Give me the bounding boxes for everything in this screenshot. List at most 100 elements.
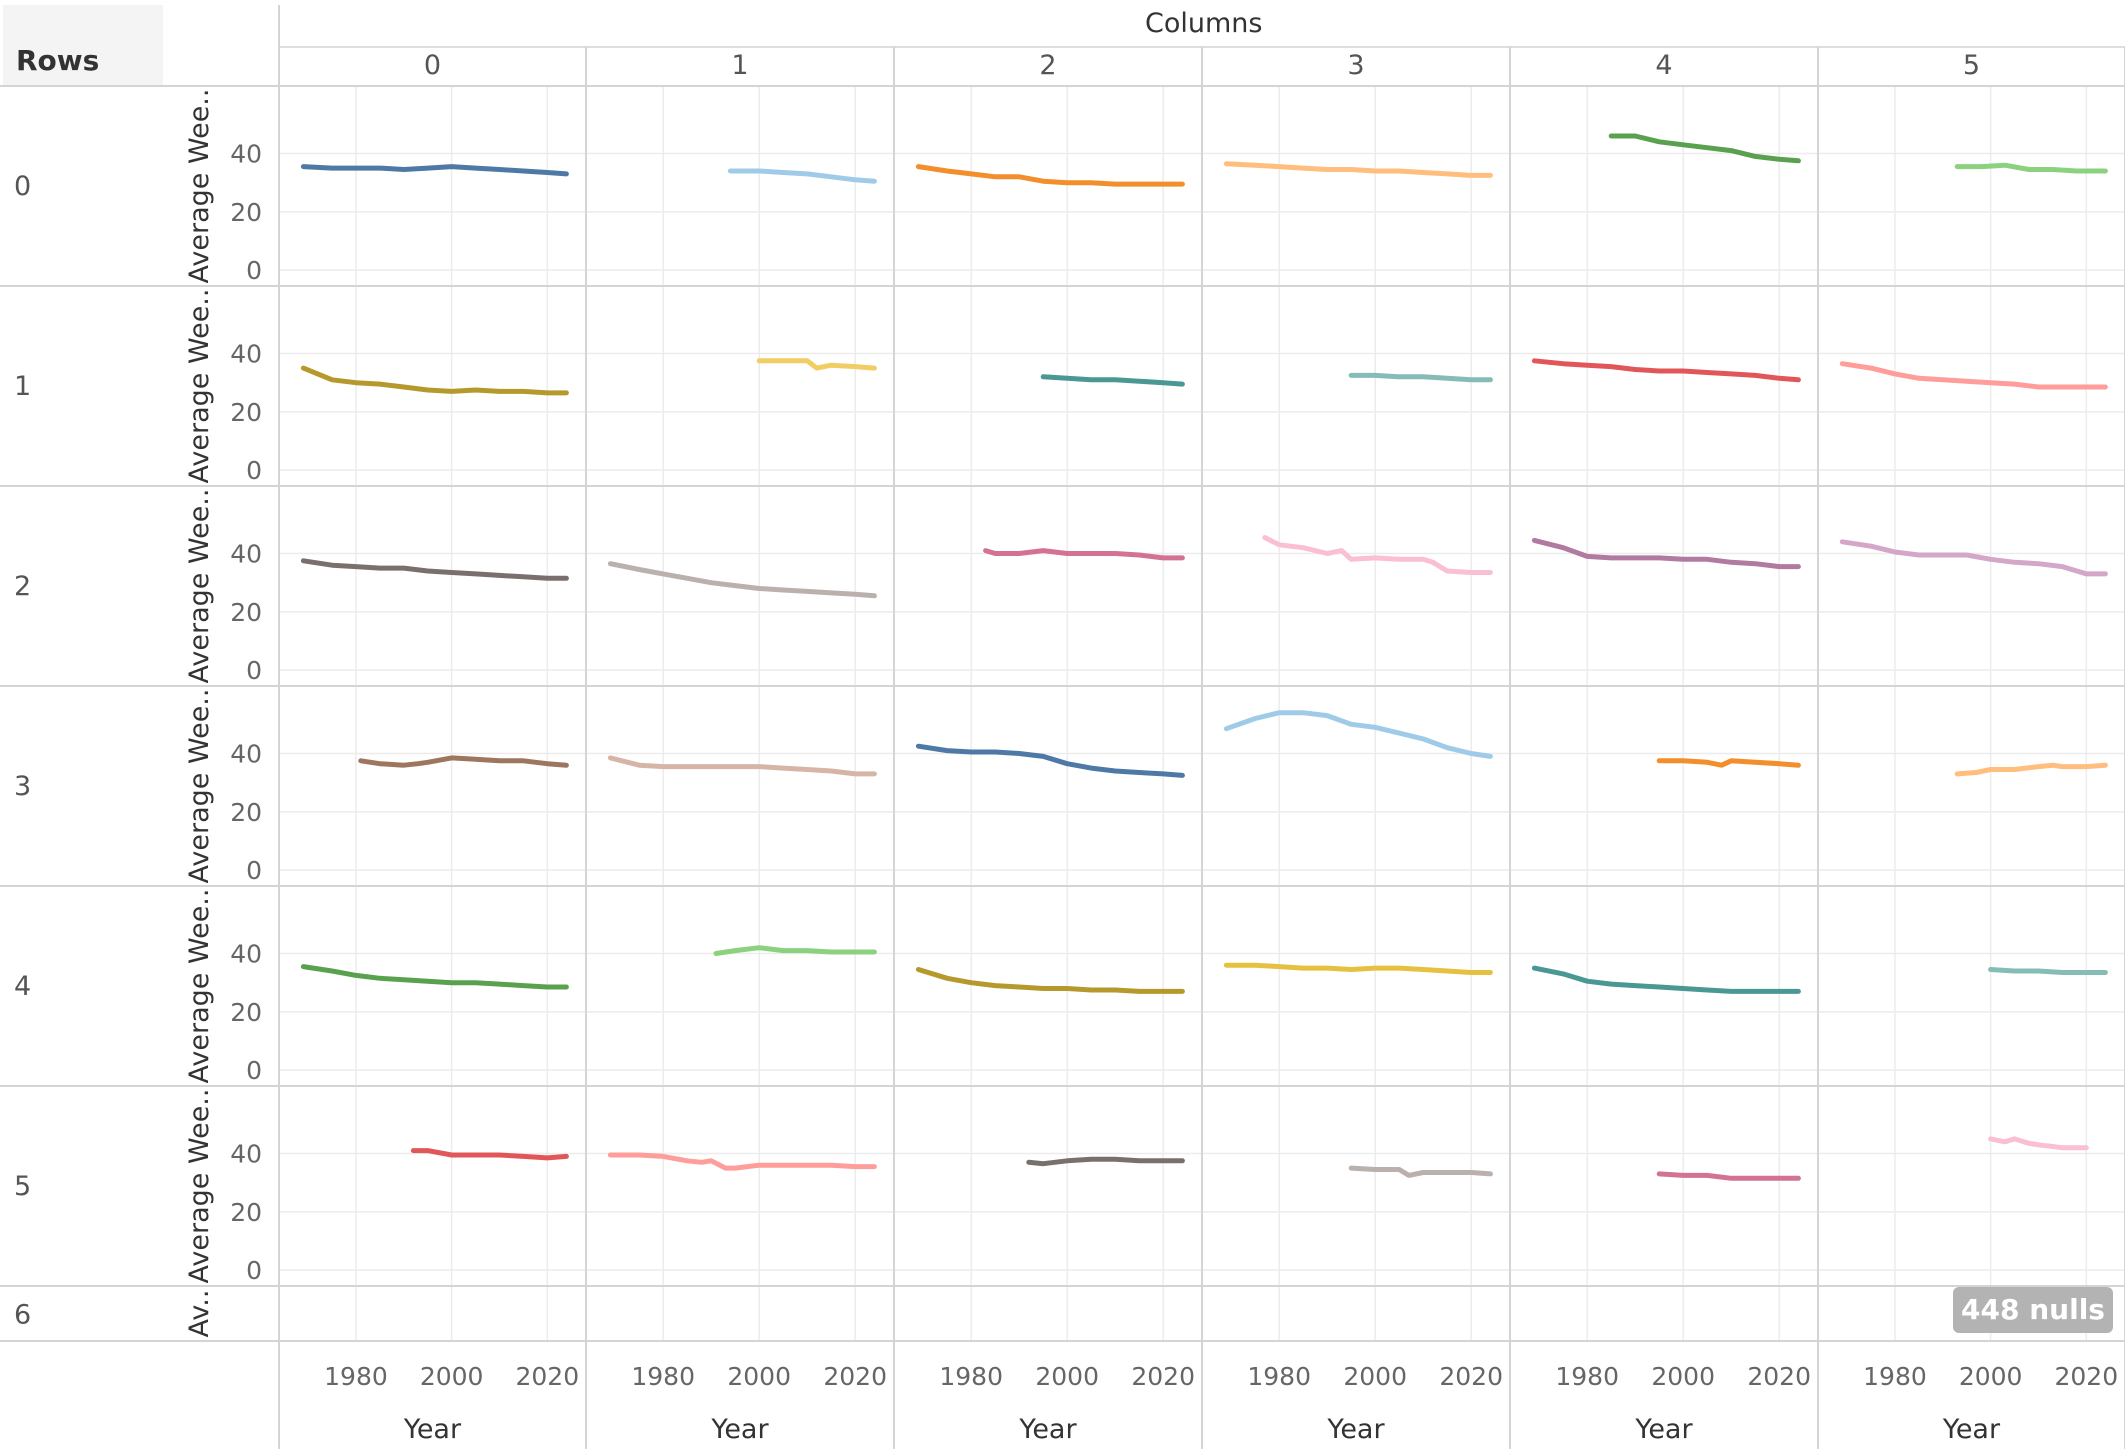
series-line-r2-c2 [983,548,1185,561]
series-line-r3-c3 [1223,710,1493,759]
column-header-2: 2 [1039,50,1056,81]
series-line-r5-c0 [410,1148,569,1161]
series-line-r3-c0 [358,755,569,768]
x-tick-label: 2020 [2054,1362,2118,1391]
x-tick-label: 2020 [1747,1362,1811,1391]
column-header-3: 3 [1347,50,1364,81]
y-axis-label: Average Wee.. [184,289,215,484]
series-line-r1-c5 [1839,361,2108,390]
row-header-6: 6 [14,1300,31,1331]
series-line-r0-c4 [1608,133,1801,164]
x-tick-label: 2000 [1651,1362,1715,1391]
nulls-indicator-badge[interactable]: 448 nulls [1953,1287,2113,1333]
y-axis-label: Average Wee.. [184,1089,215,1284]
y-tick-label: 20 [230,398,262,427]
column-header-4: 4 [1655,50,1672,81]
x-axis-label: Year [403,1414,462,1445]
series-line-r3-c1 [607,755,877,777]
series-line-r1-c1 [756,358,877,371]
series-line-r1-c4 [1531,358,1801,383]
y-tick-label: 0 [246,256,262,285]
series-line-r0-c2 [915,164,1185,187]
y-tick-label: 40 [230,340,262,369]
series-line-r2-c3 [1262,535,1493,575]
series-line-r3-c5 [1954,762,2108,777]
series-line-r0-c3 [1223,161,1493,178]
y-axis-label: Average Wee.. [184,889,215,1084]
x-tick-label: 1980 [631,1362,695,1391]
series-line-r0-c0 [300,164,569,177]
y-tick-label: 0 [246,1056,262,1085]
series-line-r3-c4 [1656,758,1801,768]
series-line-r1-c0 [300,365,569,396]
y-axis-label: Av.. [184,1290,215,1338]
x-tick-label: 1980 [324,1362,388,1391]
x-tick-label: 1980 [1247,1362,1311,1391]
series-line-r0-c5 [1954,162,2108,174]
y-tick-label: 20 [230,198,262,227]
x-tick-label: 2020 [1439,1362,1503,1391]
y-axis-label: Average Wee.. [184,489,215,684]
series-line-r5-c1 [607,1152,877,1171]
rows-label: Rows [16,44,100,77]
x-tick-label: 1980 [1555,1362,1619,1391]
series-line-r2-c5 [1839,539,2108,577]
x-axis-label: Year [1018,1414,1077,1445]
x-tick-label: 2000 [1959,1362,2023,1391]
row-header-4: 4 [14,971,31,1002]
y-axis-label: Average Wee.. [184,689,215,884]
series-line-r5-c5 [1988,1136,2089,1151]
series-line-r4-c1 [713,945,877,956]
y-tick-label: 20 [230,598,262,627]
y-axis-label: Average Wee.. [184,89,215,284]
series-line-r5-c2 [1026,1156,1185,1167]
series-line-r4-c2 [915,967,1185,994]
series-line-r1-c3 [1348,372,1493,383]
x-axis-label: Year [1942,1414,2001,1445]
row-header-3: 3 [14,771,31,802]
y-tick-label: 40 [230,1140,262,1169]
x-axis-label: Year [1634,1414,1693,1445]
x-tick-label: 1980 [1863,1362,1927,1391]
row-header-0: 0 [14,171,31,202]
row-header-5: 5 [14,1171,31,1202]
y-tick-label: 20 [230,998,262,1027]
series-line-r2-c0 [300,558,569,581]
series-line-r4-c5 [1988,967,2108,975]
x-tick-label: 2000 [727,1362,791,1391]
series-line-r3-c2 [915,743,1185,778]
x-axis-label: Year [710,1414,769,1445]
x-tick-label: 2020 [515,1362,579,1391]
y-tick-label: 40 [230,140,262,169]
x-tick-label: 1980 [939,1362,1003,1391]
series-line-r4-c0 [300,964,569,990]
x-axis-label: Year [1326,1414,1385,1445]
y-tick-label: 20 [230,1198,262,1227]
x-tick-label: 2020 [1131,1362,1195,1391]
row-header-1: 1 [14,371,31,402]
series-line-r4-c3 [1223,962,1493,975]
row-header-2: 2 [14,571,31,602]
y-tick-label: 20 [230,798,262,827]
series-line-r5-c4 [1656,1171,1801,1181]
y-tick-label: 0 [246,856,262,885]
rows-header-cell [3,5,163,85]
series-line-r4-c4 [1531,965,1801,994]
column-header-5: 5 [1963,50,1980,81]
columns-label: Columns [1145,8,1263,39]
y-tick-label: 0 [246,656,262,685]
series-line-r1-c2 [1040,374,1185,387]
y-tick-label: 40 [230,540,262,569]
y-tick-label: 40 [230,740,262,769]
x-tick-label: 2000 [1343,1362,1407,1391]
x-tick-label: 2000 [420,1362,484,1391]
x-tick-label: 2000 [1035,1362,1099,1391]
series-line-r5-c3 [1348,1165,1493,1178]
y-tick-label: 0 [246,456,262,485]
series-line-r2-c1 [607,561,877,599]
series-line-r2-c4 [1531,537,1801,570]
column-header-0: 0 [424,50,441,81]
x-tick-label: 2020 [823,1362,887,1391]
series-line-r0-c1 [727,168,877,184]
